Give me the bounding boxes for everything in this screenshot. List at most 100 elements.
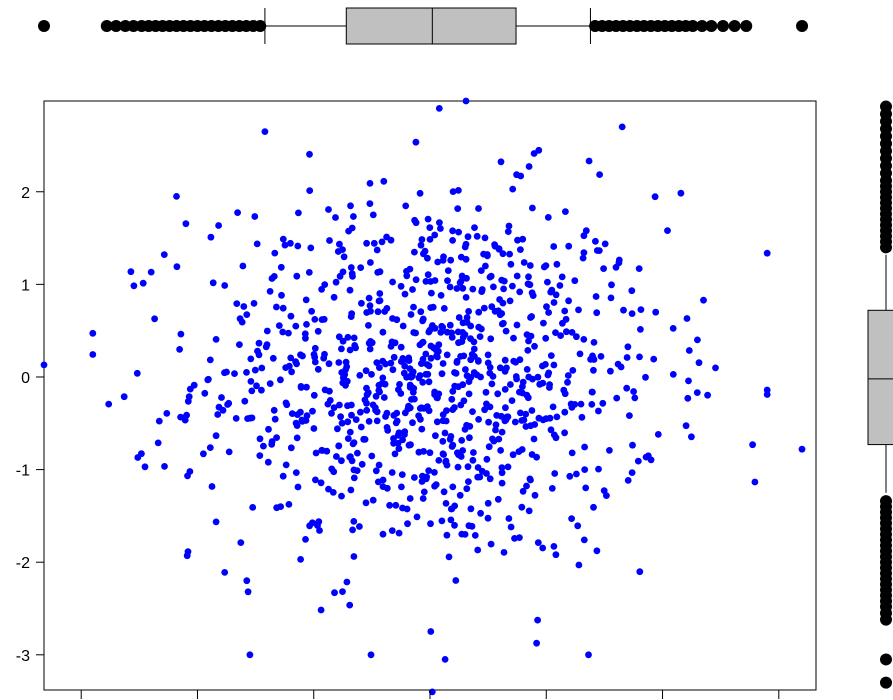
- data-point: [455, 314, 463, 321]
- data-point: [294, 242, 302, 250]
- data-point: [176, 346, 184, 353]
- data-point: [413, 513, 421, 521]
- data-point: [599, 399, 607, 407]
- data-point: [471, 224, 478, 232]
- data-point: [458, 272, 466, 280]
- data-point: [399, 355, 407, 362]
- data-point: [215, 403, 223, 411]
- data-point: [606, 447, 613, 454]
- data-point: [684, 394, 692, 402]
- data-point: [225, 399, 233, 407]
- data-point: [339, 588, 346, 595]
- data-point: [552, 329, 559, 336]
- data-point: [440, 488, 448, 496]
- data-point: [206, 356, 214, 364]
- data-point: [344, 418, 352, 426]
- data-point: [363, 399, 370, 407]
- data-point: [409, 419, 416, 427]
- data-point: [447, 256, 455, 264]
- data-point: [628, 287, 636, 295]
- data-point: [321, 281, 329, 288]
- data-point: [573, 333, 580, 341]
- data-point: [439, 437, 447, 445]
- data-point: [366, 345, 374, 353]
- data-point: [437, 292, 445, 299]
- data-point: [410, 329, 418, 336]
- data-point: [582, 227, 590, 235]
- data-point: [432, 481, 440, 488]
- data-point: [397, 390, 405, 397]
- data-point: [177, 330, 185, 338]
- data-point: [628, 310, 636, 317]
- data-point: [475, 308, 483, 316]
- data-point: [215, 222, 223, 229]
- data-point: [590, 366, 597, 374]
- data-point: [469, 456, 477, 464]
- data-point: [141, 463, 149, 471]
- data-point: [221, 569, 229, 576]
- data-point: [212, 518, 220, 526]
- data-point: [623, 354, 631, 361]
- data-point: [251, 213, 259, 220]
- data-point: [427, 342, 435, 350]
- data-point: [390, 439, 397, 447]
- data-point: [370, 239, 378, 247]
- data-point: [352, 416, 360, 423]
- data-point: [467, 335, 474, 342]
- data-point: [481, 406, 488, 414]
- data-point: [346, 601, 354, 609]
- data-point: [507, 260, 515, 268]
- y-box-outlier: [880, 676, 892, 689]
- data-point: [488, 380, 496, 388]
- data-point: [597, 353, 605, 360]
- data-point: [130, 282, 138, 290]
- data-point: [465, 478, 472, 485]
- data-point: [530, 435, 538, 443]
- data-point: [517, 409, 524, 417]
- data-point: [312, 476, 319, 484]
- data-point: [416, 405, 424, 412]
- data-point: [502, 327, 510, 335]
- data-point: [275, 322, 283, 329]
- data-point: [518, 446, 526, 453]
- data-point: [325, 206, 332, 213]
- data-point: [361, 436, 369, 443]
- data-point: [253, 382, 260, 390]
- data-point: [749, 441, 756, 449]
- data-point: [339, 337, 347, 345]
- data-point: [330, 468, 338, 476]
- data-point: [416, 189, 424, 197]
- data-point: [682, 422, 690, 430]
- data-point: [334, 425, 341, 433]
- data-point: [352, 344, 359, 352]
- data-point: [494, 495, 502, 503]
- data-point: [388, 527, 396, 534]
- data-point: [365, 322, 372, 329]
- data-point: [338, 369, 346, 376]
- data-point: [592, 293, 600, 300]
- data-point: [243, 369, 250, 376]
- data-point: [490, 283, 497, 291]
- data-point: [446, 435, 454, 443]
- data-point: [297, 384, 305, 391]
- data-point: [214, 411, 222, 418]
- data-point: [564, 378, 571, 386]
- data-point: [265, 425, 272, 433]
- data-point: [446, 321, 454, 329]
- data-point: [419, 378, 427, 386]
- data-point: [282, 461, 290, 469]
- data-point: [519, 487, 527, 495]
- data-point: [416, 341, 424, 349]
- data-point: [593, 309, 601, 317]
- data-point: [310, 425, 318, 432]
- data-point: [612, 263, 620, 271]
- data-point: [287, 312, 295, 320]
- data-point: [330, 293, 338, 301]
- data-point: [89, 329, 97, 337]
- data-point: [358, 299, 365, 307]
- data-point: [428, 688, 436, 696]
- data-point: [395, 445, 403, 452]
- data-point: [546, 381, 553, 389]
- data-point: [513, 321, 521, 329]
- data-point: [624, 343, 632, 351]
